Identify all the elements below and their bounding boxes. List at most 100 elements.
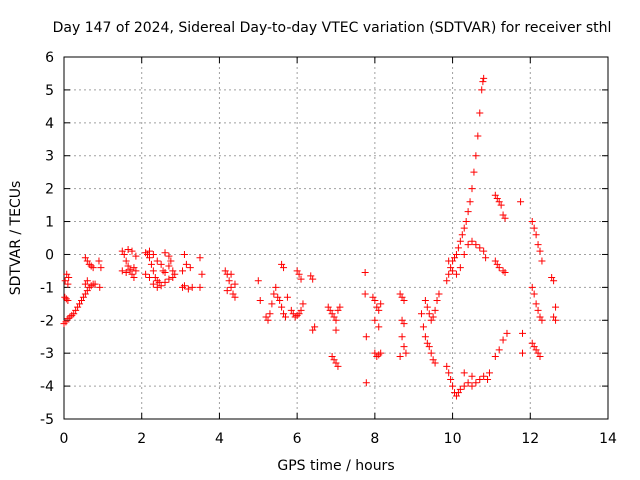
data-point [165,262,173,270]
data-point [371,297,379,305]
data-point [307,272,315,280]
data-point [458,231,466,239]
data-point [421,333,429,341]
data-point [64,280,72,288]
data-point [482,254,490,262]
data-point [171,270,179,278]
data-point [443,277,451,285]
x-tick-label: 0 [60,431,69,447]
data-point [445,270,453,278]
y-tick-label: 1 [45,215,54,231]
data-point [62,295,70,303]
data-point [429,313,437,321]
x-axis-label: GPS time / hours [277,458,394,474]
data-point [332,326,340,334]
data-point [157,260,165,268]
data-point [495,264,503,272]
data-point [142,249,150,257]
data-point [460,382,468,390]
data-point [491,352,499,360]
data-point [519,349,527,357]
data-point [466,198,474,206]
data-point [538,316,546,324]
data-point [460,250,468,258]
data-point [231,280,239,288]
data-point [362,379,370,387]
data-point [330,356,338,364]
data-point [126,265,134,273]
data-point [180,282,188,290]
data-point [452,250,460,258]
data-point [161,249,169,257]
data-point [534,241,542,249]
data-point [132,252,140,260]
data-point [295,310,303,318]
chart-title: Day 147 of 2024, Sidereal Day-to-day VTE… [53,20,612,36]
data-point [476,109,484,117]
data-point [167,257,175,265]
data-point [464,379,472,387]
data-point [419,323,427,331]
data-point [538,257,546,265]
data-point [464,208,472,216]
data-point [281,313,289,321]
data-point [96,283,104,291]
data-point [456,237,464,245]
data-point [145,273,153,281]
data-point [87,282,95,290]
data-point [266,310,274,318]
data-point [83,257,91,265]
data-point [445,369,453,377]
data-point [423,339,431,347]
data-point [184,285,192,293]
data-point [77,297,85,305]
data-point [85,283,93,291]
y-tick-labels: -5 -4 -3 -2 -1 0 1 2 3 4 5 6 [40,50,54,428]
data-point [124,246,132,254]
data-point [169,267,177,275]
y-tick-label: -3 [40,346,54,362]
data-point [499,211,507,219]
data-point [493,260,501,268]
data-point [179,283,187,291]
data-point [153,283,161,291]
data-point [295,270,303,278]
data-point [550,313,558,321]
data-point [76,300,84,308]
data-point [274,293,282,301]
data-point [425,310,433,318]
x-tick-label: 10 [444,431,462,447]
data-point [326,306,334,314]
data-point [456,385,464,393]
data-point [425,343,433,351]
data-point [85,260,93,268]
data-point [68,311,76,319]
data-point [476,244,484,252]
data-point [328,310,336,318]
data-point [231,293,239,301]
data-point [309,275,317,283]
data-point [423,303,431,311]
data-point [377,300,385,308]
data-point [491,191,499,199]
x-tick-label: 14 [599,431,617,447]
data-point [400,343,408,351]
data-point [400,297,408,305]
data-point [336,303,344,311]
data-point [264,316,272,324]
data-point [421,297,429,305]
data-point [454,244,462,252]
data-point [161,278,169,286]
data-point [225,277,233,285]
data-point [452,392,460,400]
data-point [64,297,72,305]
data-point [534,306,542,314]
data-point [324,303,332,311]
data-point [400,320,408,328]
data-point [165,252,173,260]
data-point [361,269,369,277]
grid [64,57,608,419]
data-point [417,310,425,318]
data-point [451,254,459,262]
data-point [499,267,507,275]
